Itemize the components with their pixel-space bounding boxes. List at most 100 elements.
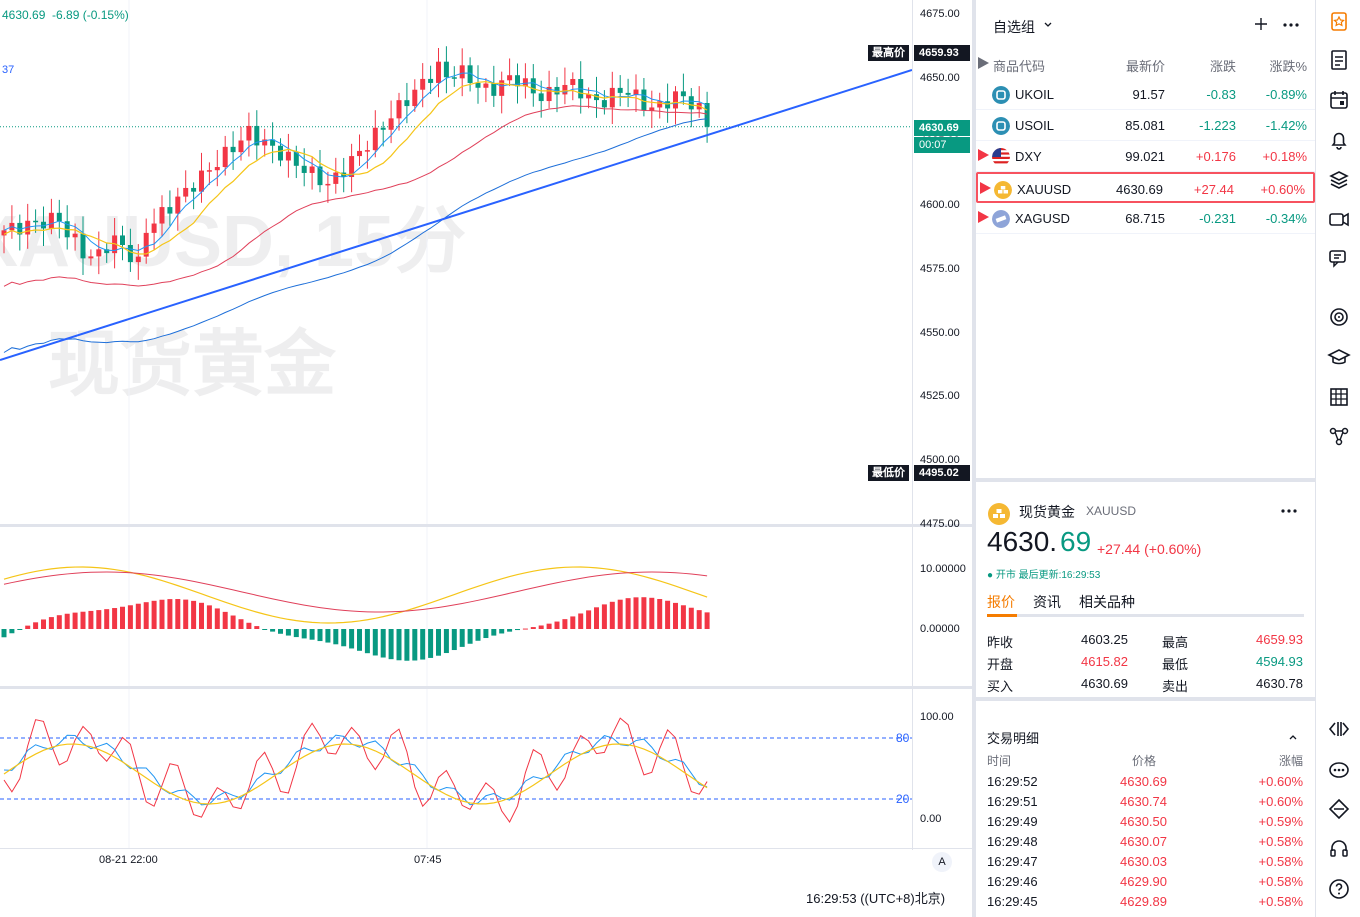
candle-body — [88, 256, 94, 259]
price-chart[interactable] — [0, 0, 912, 850]
watchlist-row-usoil[interactable]: USOIL 85.081 -1.223 -1.42% — [976, 110, 1315, 141]
rsi-level-80: 80 — [896, 731, 910, 745]
stat-label: 买入 — [987, 679, 1014, 694]
macd-histogram-bar — [475, 629, 481, 641]
gold-icon — [988, 503, 1010, 525]
macd-histogram-bar — [301, 629, 307, 639]
col-header-change[interactable]: 涨跌 — [1209, 59, 1236, 74]
col-header-last[interactable]: 最新价 — [1125, 59, 1165, 74]
price-axis-border — [912, 0, 913, 850]
ma-line-long — [3, 118, 708, 353]
price-change-pct: -0.34% — [1265, 211, 1307, 226]
stat-label: 卖出 — [1162, 679, 1189, 694]
watchlist-icon[interactable] — [1326, 8, 1352, 34]
pattern-icon[interactable] — [1326, 796, 1352, 822]
price-change-pct: -1.42% — [1265, 118, 1307, 133]
flag-icon[interactable] — [978, 149, 989, 161]
flag-icon[interactable] — [978, 57, 989, 69]
stat-value: 4659.93 — [1256, 632, 1303, 647]
price-tick: 4675.00 — [920, 8, 960, 20]
timezone-clock[interactable]: 16:29:53 ((UTC+8)北京) — [806, 891, 946, 906]
watchlist-row-xauusd[interactable]: XAUUSD 4630.69 +27.44 +0.60% — [976, 172, 1315, 203]
candle-body — [388, 118, 394, 130]
tab-related[interactable]: 相关品种 — [1079, 594, 1135, 610]
education-icon[interactable] — [1326, 344, 1352, 370]
candle-body — [143, 232, 149, 257]
flag-icon[interactable] — [980, 182, 991, 194]
symbol-name: XAGUSD — [1015, 211, 1070, 226]
chevron-up-icon[interactable] — [1288, 732, 1298, 742]
code-icon[interactable] — [1326, 716, 1352, 742]
col-header-symbol[interactable]: 商品代码 — [993, 59, 1046, 74]
tab-quote[interactable]: 报价 — [987, 594, 1015, 610]
last-price: 99.021 — [1125, 149, 1165, 164]
flag-icon[interactable] — [978, 211, 989, 223]
chevron-down-icon[interactable] — [1043, 20, 1053, 30]
macd-histogram-bar — [459, 629, 465, 647]
community-icon[interactable] — [1326, 757, 1352, 783]
macd-histogram-bar — [64, 613, 70, 629]
macd-histogram-bar — [436, 629, 441, 656]
screener-icon[interactable] — [1326, 384, 1352, 410]
trade-row: 16:29:49 4630.50 +0.59% — [976, 814, 1315, 834]
trade-price: 4629.89 — [1120, 894, 1167, 909]
price-tick: 4500.00 — [920, 453, 960, 466]
watchlist-row-xagusd[interactable]: XAGUSD 68.715 -0.231 -0.34% — [976, 203, 1315, 234]
panel-divider[interactable] — [972, 0, 976, 917]
add-symbol-icon[interactable] — [1254, 17, 1268, 31]
candle-body — [594, 94, 599, 101]
stat-label: 开盘 — [987, 657, 1014, 672]
chat-icon[interactable] — [1326, 246, 1352, 272]
trade-time: 16:29:51 — [987, 794, 1038, 809]
macd-histogram-bar — [262, 629, 268, 630]
more-icon[interactable] — [1280, 508, 1298, 514]
macd-histogram-bar — [673, 602, 678, 629]
time-label-2: 07:45 — [414, 854, 442, 866]
tab-news[interactable]: 资讯 — [1033, 594, 1061, 610]
macd-histogram-bar — [175, 599, 181, 629]
stat-label: 昨收 — [987, 635, 1014, 650]
pane-separator-2[interactable] — [0, 686, 972, 689]
trade-time: 16:29:47 — [987, 854, 1038, 869]
candle-body — [601, 100, 607, 108]
candle-body — [167, 207, 173, 214]
price-change: +0.176 — [1195, 149, 1236, 164]
macd-histogram-bar — [388, 629, 394, 660]
trade-price: 4630.07 — [1120, 834, 1167, 849]
macd-histogram-bar — [151, 600, 157, 629]
candle-body — [641, 89, 647, 111]
price-change: -0.231 — [1199, 211, 1236, 226]
price-change-pct: +0.60% — [1260, 182, 1305, 197]
candle-body — [120, 235, 125, 246]
notes-icon[interactable] — [1326, 47, 1352, 73]
headset-icon[interactable] — [1326, 836, 1352, 862]
chart-area[interactable]: XAUUSD, 15分 现货黄金 4630.69 -6.89 (-0.15%) … — [0, 0, 972, 917]
help-icon[interactable] — [1326, 876, 1352, 902]
macd-histogram-bar — [680, 605, 686, 629]
trade-row: 16:29:46 4629.90 +0.58% — [976, 874, 1315, 894]
layers-icon[interactable] — [1326, 167, 1352, 193]
symbol-name: USOIL — [1015, 118, 1055, 133]
macd-histogram-bar — [404, 629, 410, 661]
pane-separator-1[interactable] — [0, 524, 972, 527]
watchlist-title[interactable]: 自选组 — [993, 19, 1035, 35]
candle-body — [262, 139, 268, 146]
candle-body — [586, 94, 592, 99]
target-icon[interactable] — [1326, 304, 1352, 330]
auto-scale-button[interactable]: A — [932, 852, 952, 872]
watchlist-row-ukoil[interactable]: UKOIL 91.57 -0.83 -0.89% — [976, 79, 1315, 110]
trade-pct: +0.59% — [1258, 814, 1303, 829]
video-icon[interactable] — [1326, 206, 1352, 232]
watchlist-row-dxy[interactable]: DXY 99.021 +0.176 +0.18% — [976, 141, 1315, 172]
indicator-legend: 37 — [2, 64, 15, 76]
macd-histogram-bar — [586, 610, 592, 629]
more-icon[interactable] — [1282, 22, 1300, 28]
price-tick: 4575.00 — [920, 262, 960, 275]
macd-histogram-bar — [530, 627, 536, 629]
alert-icon[interactable] — [1326, 127, 1352, 153]
calendar-icon[interactable] — [1326, 87, 1352, 113]
panel-horizontal-divider[interactable] — [976, 478, 1315, 482]
col-header-change-pct[interactable]: 涨跌% — [1269, 59, 1307, 74]
network-icon[interactable] — [1326, 423, 1352, 449]
trade-row: 16:29:52 4630.69 +0.60% — [976, 774, 1315, 794]
